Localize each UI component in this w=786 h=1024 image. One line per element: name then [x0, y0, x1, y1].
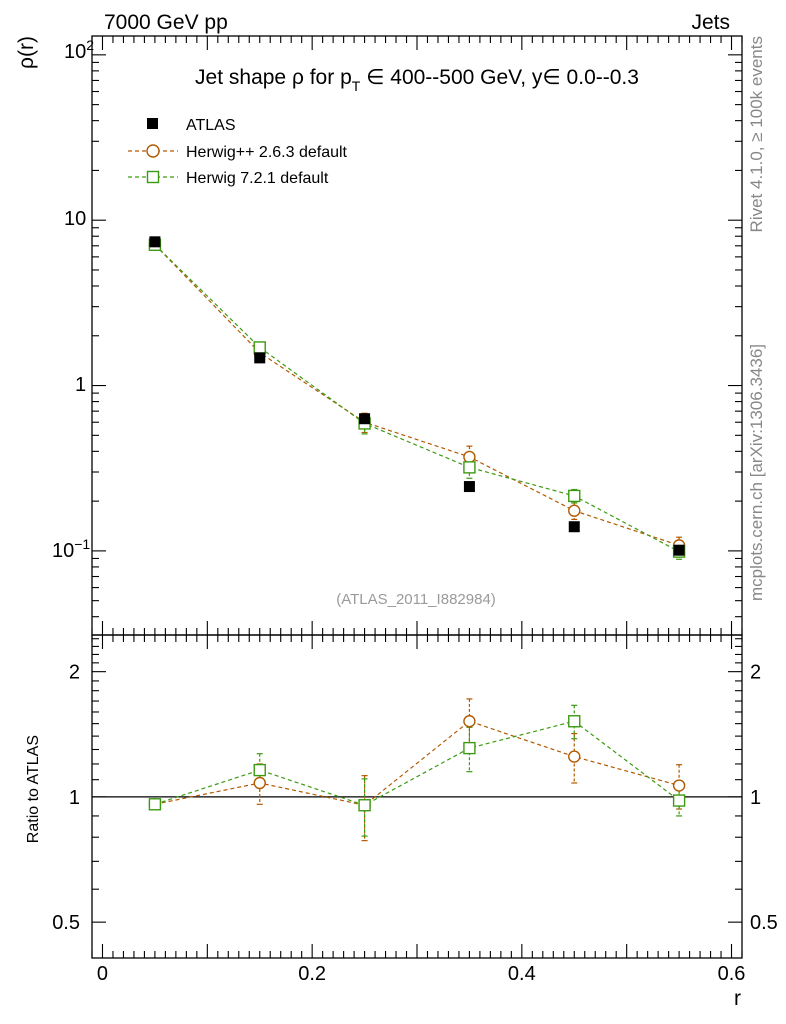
main-y-axis-label: ρ(r): [15, 36, 38, 69]
ratio-tick-label-right: 1: [750, 787, 761, 809]
ratio-herwigpp-marker: [253, 776, 266, 790]
legend-label-herwig7: Herwig 7.2.1 default: [186, 170, 329, 187]
ratio-series-line: [154, 720, 680, 806]
main-herwig7-marker: [463, 461, 476, 474]
main-herwig7-marker: [568, 489, 581, 503]
ratio-tick-labels: 0.5 0.5 1 1 2 2: [52, 662, 778, 934]
legend-marker-herwig7: [146, 170, 160, 184]
main-atlas-marker: [254, 352, 266, 364]
ratio-herwigpp-marker: [568, 750, 581, 763]
main-atlas-marker: [673, 544, 685, 556]
ratio-tick-label-left: 2: [69, 662, 80, 684]
ratio-herwig7-marker: [148, 798, 162, 811]
main-atlas-marker: [463, 481, 475, 493]
ratio-tick-label-left: 1: [69, 787, 80, 809]
x-tick-label: 0.6: [718, 963, 746, 985]
chart-title-suffix: ∈ 400--500 GeV, y∈ 0.0--0.3: [360, 66, 639, 89]
main-atlas-marker: [359, 413, 371, 425]
x-tick-label: 0: [97, 963, 108, 985]
main-herwigpp-marker: [463, 450, 476, 464]
header-left-label: 7000 GeV pp: [104, 11, 228, 34]
main-atlas-marker: [149, 236, 161, 248]
legend-marker-herwigpp: [146, 144, 160, 158]
header-right-label: Jets: [691, 11, 730, 34]
rivet-version-label: Rivet 4.1.0, ≥ 100k events: [747, 36, 766, 232]
y-tick-label-100: 102: [64, 37, 94, 63]
legend: ATLAS Herwig++ 2.6.3 default Herwig 7.2.…: [128, 117, 348, 187]
main-herwig7-marker: [253, 341, 266, 354]
series-lines: [154, 244, 680, 806]
ratio-herwig7-marker: [463, 741, 476, 755]
ratio-herwig7-marker: [672, 794, 686, 807]
main-series-line: [154, 244, 680, 553]
axis-ticks: [91, 36, 743, 958]
ratio-tick-label-right: 2: [750, 662, 761, 684]
legend-label-atlas: ATLAS: [186, 117, 236, 134]
ratio-tick-label-right: 0.5: [750, 912, 778, 934]
x-tick-label: 0.4: [508, 963, 536, 985]
x-tick-labels: 0 0.2 0.4 0.6: [97, 963, 746, 985]
y-tick-label-1: 1: [75, 374, 86, 396]
error-bars: [151, 242, 683, 842]
legend-label-herwigpp: Herwig++ 2.6.3 default: [186, 144, 348, 161]
ratio-series-line: [154, 720, 680, 806]
mcplots-label: mcplots.cern.ch [arXiv:1306.3436]: [747, 344, 766, 601]
chart-title: Jet shape ρ for pT ∈ 400--500 GeV, y∈ 0.…: [195, 66, 639, 94]
analysis-watermark: (ATLAS_2011_I882984): [336, 591, 496, 608]
ratio-herwigpp-marker: [672, 779, 686, 792]
ratio-herwig7-marker: [568, 715, 581, 728]
chart-title-subscript: T: [352, 78, 361, 94]
x-tick-label: 0.2: [298, 963, 326, 985]
y-tick-label-10: 10: [64, 208, 86, 230]
ratio-herwigpp-marker: [463, 715, 476, 728]
chart-title-prefix: Jet shape ρ for p: [195, 66, 352, 89]
data-markers: [148, 236, 686, 812]
ratio-y-axis-label: Ratio to ATLAS: [25, 735, 42, 843]
ratio-herwig7-marker: [358, 799, 371, 812]
x-axis-label: r: [734, 987, 741, 1010]
main-series-line: [154, 244, 680, 546]
y-tick-label-0.1: 10−1: [52, 536, 90, 562]
ratio-herwig7-marker: [253, 763, 266, 777]
ratio-tick-label-left: 0.5: [52, 912, 80, 934]
main-atlas-marker: [568, 521, 580, 533]
main-herwigpp-marker: [568, 504, 581, 517]
legend-marker-atlas: [147, 118, 158, 129]
